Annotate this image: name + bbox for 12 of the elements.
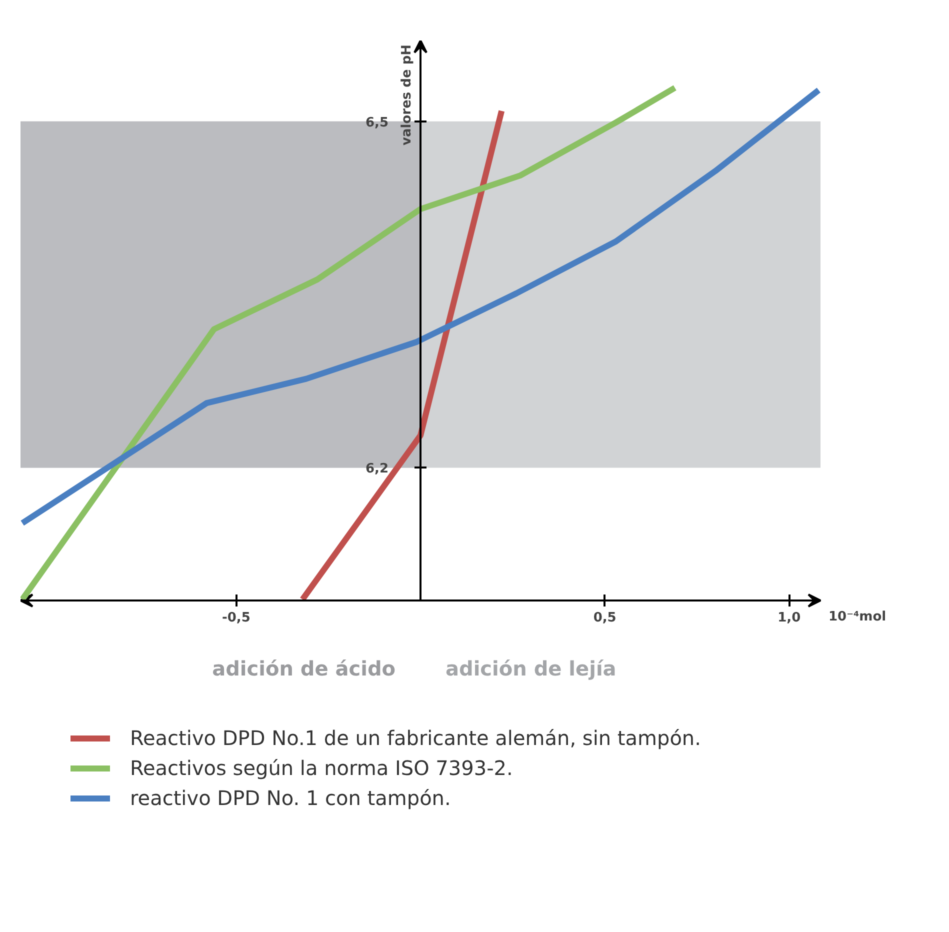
x-axis-title: 10⁻⁴mol: [828, 610, 886, 624]
legend-label: Reactivos según la norma ISO 7393-2.: [130, 756, 513, 780]
x-tick-label: 0,5: [593, 610, 616, 626]
text: adición de lejía: [446, 656, 616, 680]
legend-label: Reactivo DPD No.1 de un fabricante alemán, sin tampón.: [130, 726, 701, 750]
x-tick-label: 1,0: [778, 610, 801, 626]
text: adición de ácido: [212, 656, 396, 680]
y-tick-label: 6,2: [365, 462, 388, 477]
y-tick-label: 6,5: [365, 115, 388, 130]
x-tick-label: -0,5: [222, 610, 250, 626]
legend-label: reactivo DPD No. 1 con tampón.: [130, 786, 451, 810]
y-axis-title: valores de pH: [400, 44, 414, 146]
